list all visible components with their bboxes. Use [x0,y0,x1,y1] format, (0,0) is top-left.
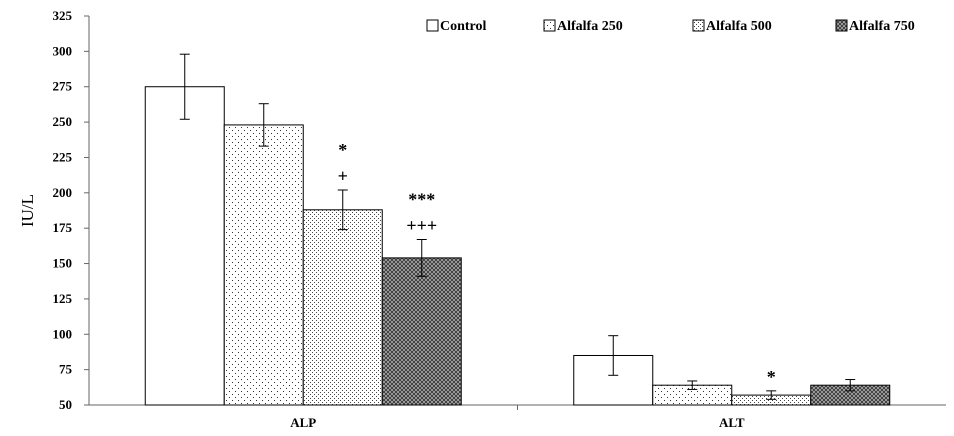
significance-label: * [338,140,347,160]
y-tick-label: 150 [53,256,73,271]
legend-swatch [426,19,439,32]
y-tick-label: 100 [53,326,73,341]
legend-label: Control [440,19,487,34]
bar [223,124,304,406]
significance-label: * [767,367,776,387]
x-tick-label: ALP [290,415,316,430]
y-tick-label: 75 [59,362,73,377]
y-tick-label: 175 [53,220,73,235]
y-tick-label: 250 [53,114,73,129]
y-tick-label: 325 [53,8,73,23]
legend-label: Alfalfa 500 [706,19,772,34]
y-tick-label: 200 [53,185,73,200]
legend-label: Alfalfa 750 [849,19,915,34]
y-tick-label: 50 [59,397,72,412]
significance-label: + [338,166,348,186]
axes: 50 75 100 125 150 175 200 225 250 275 300 325 ALP ALT [53,8,946,430]
y-tick-label: 300 [53,43,73,58]
bars: +*+++**** [144,53,891,406]
legend-label: Alfalfa 250 [557,19,623,34]
significance-label: +++ [406,215,437,235]
significance-label: *** [408,189,435,209]
legend: Control Alfalfa 250 Alfalfa 500 Alfalfa 750 [426,19,915,34]
y-tick-label: 225 [53,149,73,164]
legend-swatch [835,19,848,32]
bar [302,209,383,406]
legend-swatch [543,19,556,32]
bar [381,257,462,406]
legend-swatch [692,19,705,32]
bar [144,86,225,406]
x-tick-label: ALT [719,415,745,430]
y-tick-label: 275 [53,79,73,94]
y-axis-label: IU/L [18,194,37,227]
y-tick-label: 125 [53,291,73,306]
